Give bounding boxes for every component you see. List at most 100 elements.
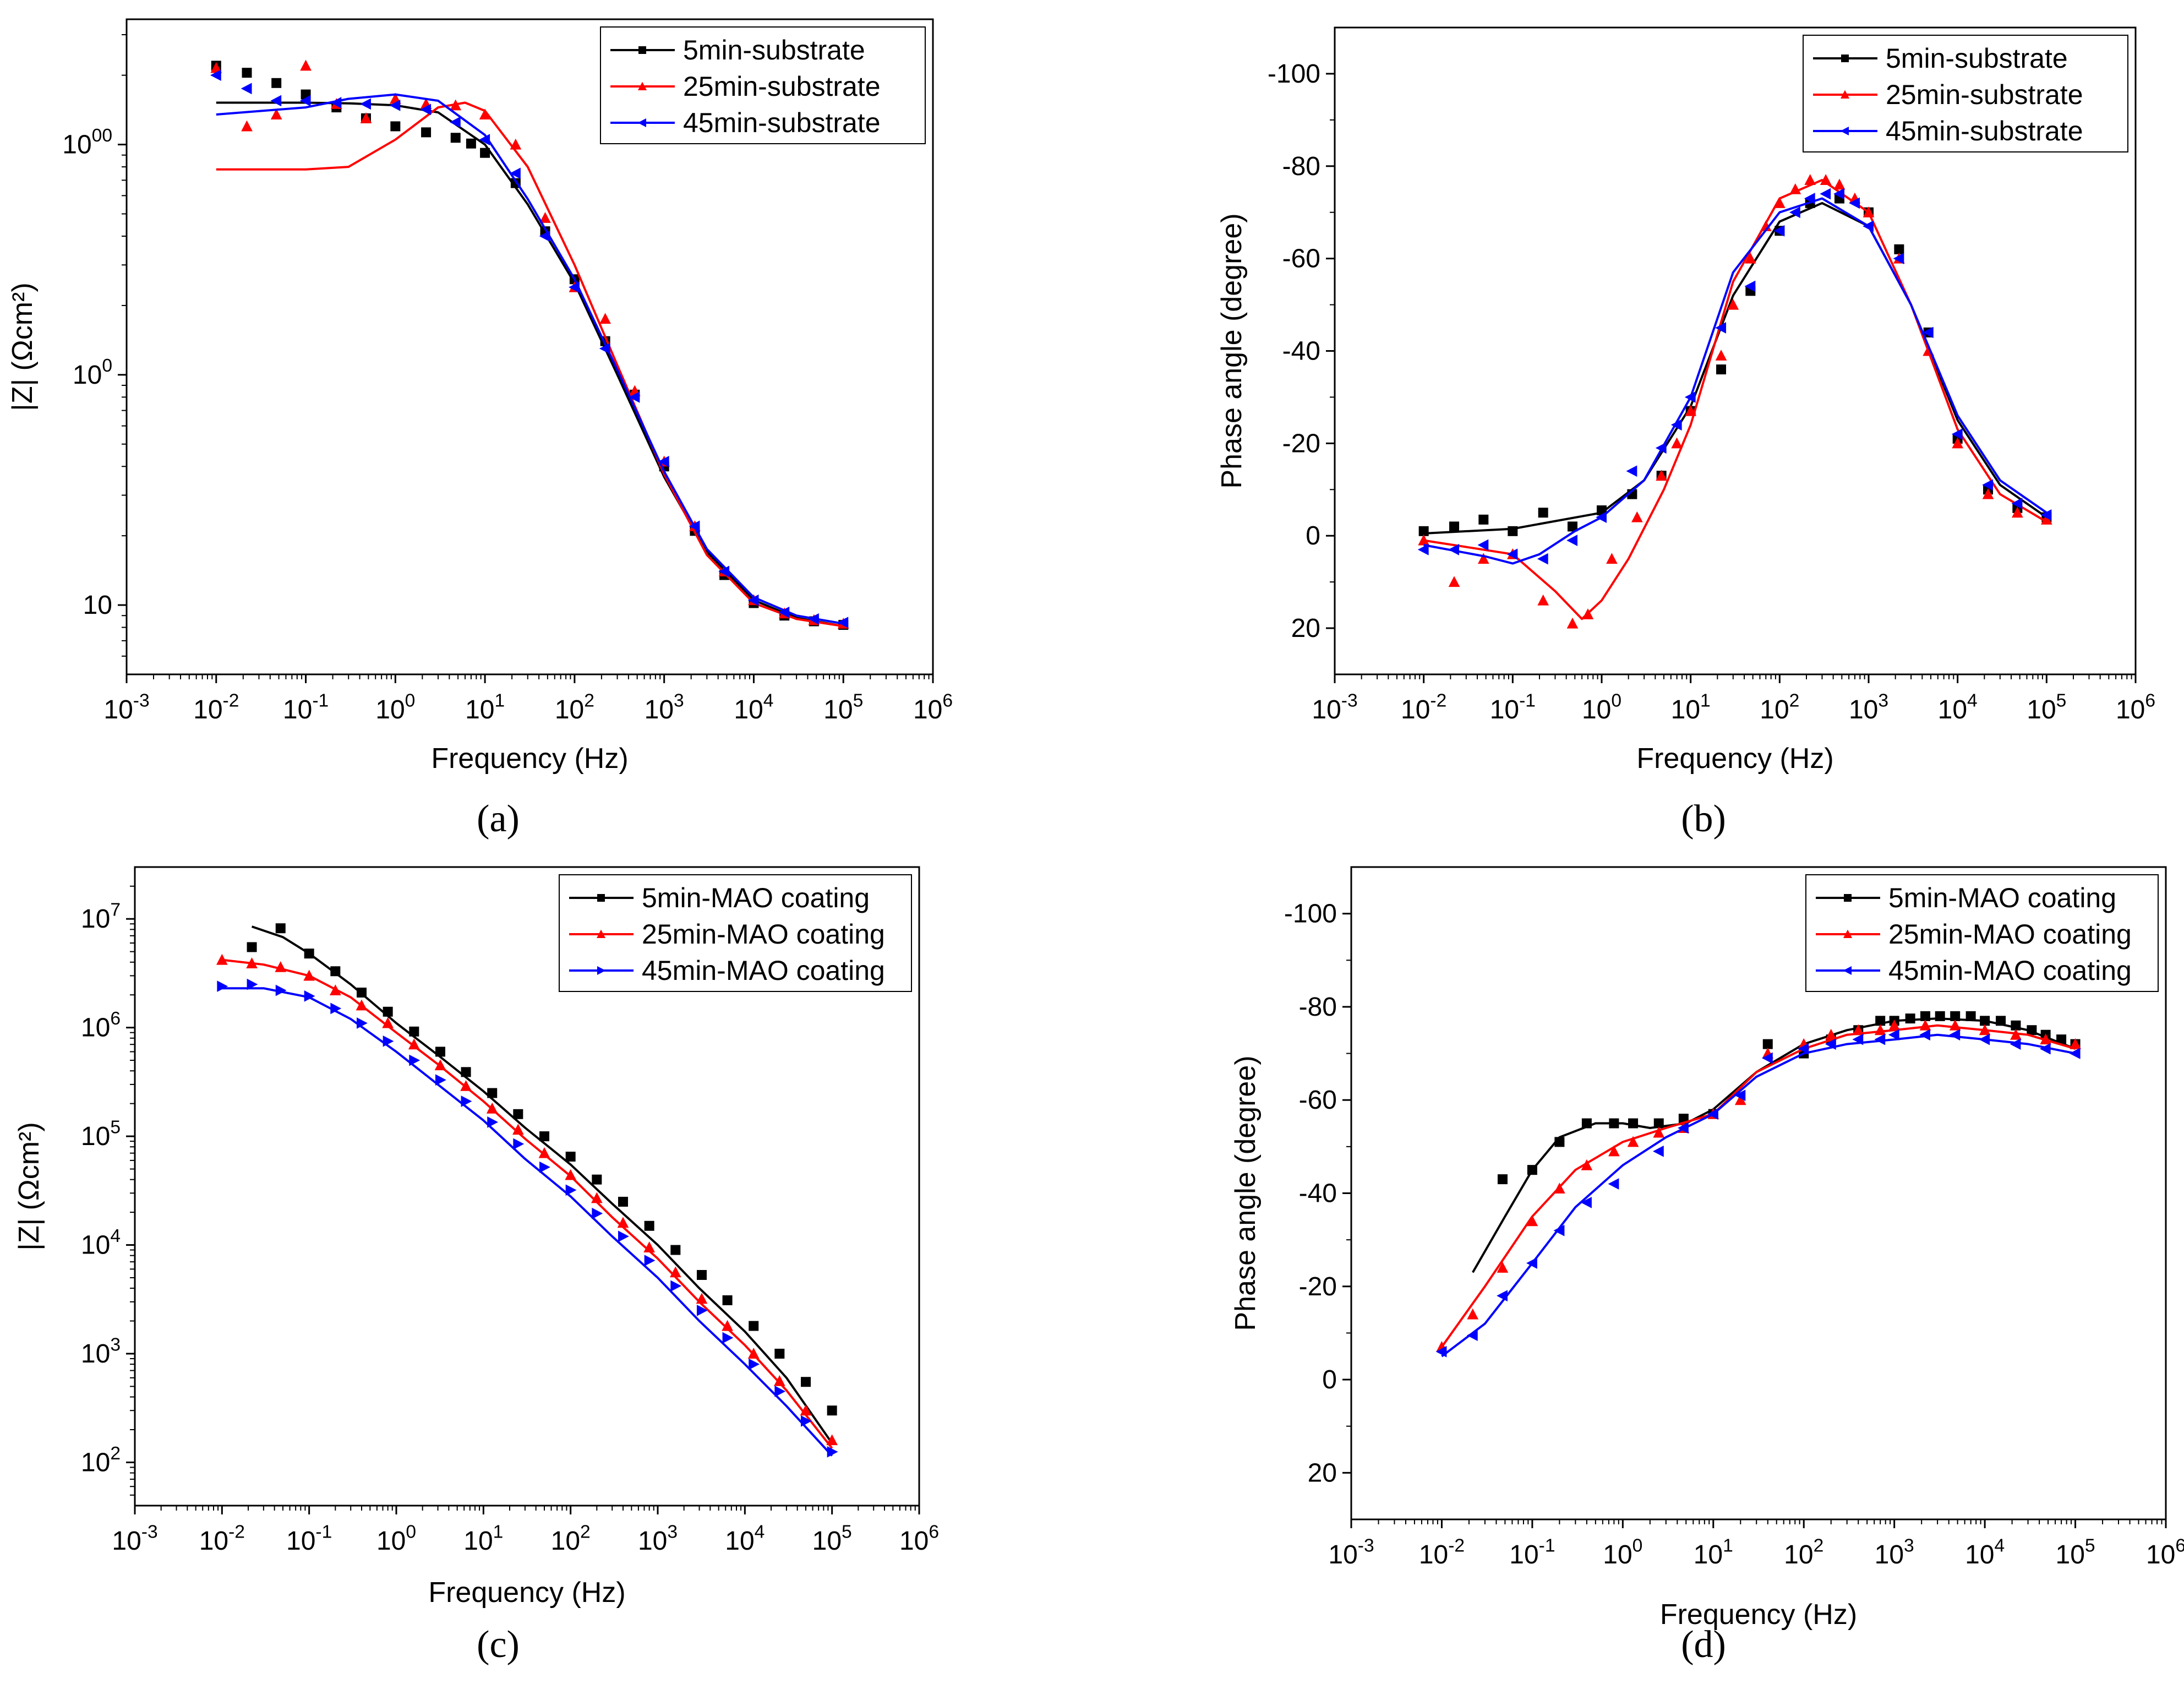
data-point — [1467, 1308, 1479, 1320]
x-tick-label: 103 — [1849, 690, 1888, 724]
legend-label: 5min-substrate — [1886, 43, 2068, 74]
x-tick-label: 105 — [823, 690, 863, 724]
x-tick-label: 100 — [1582, 690, 1621, 724]
data-point — [689, 520, 700, 532]
data-point — [512, 1124, 524, 1135]
x-tick-label: 106 — [899, 1522, 939, 1556]
chart-panel-a: 10-3 10-2 10-1 100 101 102 103 104 105 106 10 100 10… — [7, 18, 953, 840]
data-point — [510, 167, 521, 179]
legend-marker — [637, 81, 647, 90]
data-point — [1804, 174, 1816, 185]
series-25min-substrate — [1418, 174, 2052, 629]
y-tick-label: -40 — [1282, 337, 1320, 366]
legend-label: 5min-MAO coating — [642, 882, 870, 913]
legend-label: 45min-substrate — [683, 107, 881, 138]
x-tick-label: 10-3 — [1328, 1535, 1374, 1569]
y-tick-label: -80 — [1282, 152, 1320, 181]
data-point — [466, 138, 476, 149]
data-point — [242, 68, 252, 78]
data-point — [270, 108, 282, 120]
data-point — [1435, 1345, 1447, 1358]
data-point — [1761, 1052, 1773, 1064]
y-tick-label: -20 — [1299, 1272, 1337, 1301]
legend-label: 5min-substrate — [683, 35, 865, 66]
y-tick-label: 20 — [1308, 1458, 1337, 1487]
data-point — [1979, 1024, 1991, 1035]
fit-line — [222, 987, 833, 1457]
data-point — [1833, 178, 1846, 190]
data-point — [383, 1006, 393, 1017]
data-point — [360, 112, 372, 123]
data-point — [486, 1102, 498, 1114]
data-point — [1526, 1257, 1537, 1269]
data-point — [1606, 553, 1618, 564]
data-point — [409, 1054, 421, 1066]
data-point — [421, 127, 432, 138]
x-axis-label: Frequency (Hz) — [1636, 743, 1833, 775]
data-point — [408, 1038, 420, 1050]
data-point — [1526, 1215, 1538, 1227]
x-tick-label: 10-3 — [112, 1522, 157, 1556]
data-point — [217, 980, 228, 992]
data-point — [669, 1266, 681, 1278]
data-point — [618, 1196, 628, 1207]
data-point — [1715, 322, 1727, 334]
series-5min-mao-coating — [247, 923, 837, 1444]
data-point — [1773, 225, 1785, 237]
y-tick-label: 105 — [81, 1117, 121, 1151]
data-point — [827, 1405, 837, 1416]
data-point — [1789, 183, 1801, 194]
data-point — [1893, 253, 1904, 264]
x-tick-label: 103 — [645, 690, 684, 724]
data-point — [749, 1358, 760, 1370]
data-point — [539, 1161, 550, 1173]
x-tick-label: 105 — [2027, 690, 2066, 724]
data-point — [1477, 539, 1489, 551]
panel-caption: (b) — [1681, 798, 1726, 840]
data-point — [618, 1230, 629, 1242]
data-point — [1980, 1016, 1990, 1026]
x-tick-label: 100 — [375, 690, 415, 724]
data-point — [304, 949, 314, 959]
data-point — [565, 1184, 577, 1196]
data-point — [2056, 1034, 2067, 1045]
data-point — [2040, 509, 2052, 521]
data-point — [460, 1080, 472, 1091]
data-point — [1852, 1024, 1864, 1035]
data-point — [450, 133, 461, 143]
data-point — [1508, 526, 1518, 536]
series-45min-mao-coating — [1435, 1029, 2081, 1358]
data-point — [1448, 576, 1460, 587]
data-point — [1965, 1011, 1976, 1021]
data-point — [1506, 548, 1518, 560]
data-point — [778, 606, 790, 618]
legend-marker — [1843, 966, 1852, 975]
data-point — [1656, 470, 1668, 481]
data-point — [210, 62, 222, 73]
legend-label: 45min-MAO coating — [642, 955, 885, 986]
y-axis-label: |Z| (Ωcm²) — [7, 282, 39, 411]
legend: 5min-substrate 25min-substrate 45min-subst… — [1803, 35, 2128, 152]
data-point — [420, 103, 432, 116]
data-point — [510, 138, 522, 150]
data-point — [435, 1074, 446, 1086]
data-point — [1919, 1019, 1931, 1031]
data-point — [1608, 1178, 1619, 1190]
data-point — [801, 1377, 811, 1387]
data-point — [1554, 1137, 1565, 1147]
data-point — [1582, 608, 1594, 619]
legend-label: 45min-MAO coating — [1888, 955, 2132, 986]
data-point — [774, 1386, 786, 1397]
data-point — [1566, 617, 1579, 629]
data-point — [1715, 350, 1727, 361]
data-point — [449, 116, 461, 128]
x-tick-label: 104 — [734, 690, 773, 724]
data-point — [1707, 1108, 1718, 1120]
data-point — [1982, 488, 1994, 499]
data-point — [1825, 1028, 1837, 1040]
fit-line — [1441, 1033, 2076, 1358]
data-point — [247, 942, 257, 952]
data-point — [2011, 498, 2023, 509]
legend: 5min-MAO coating 25min-MAO coating 45min-M… — [1805, 874, 2159, 992]
